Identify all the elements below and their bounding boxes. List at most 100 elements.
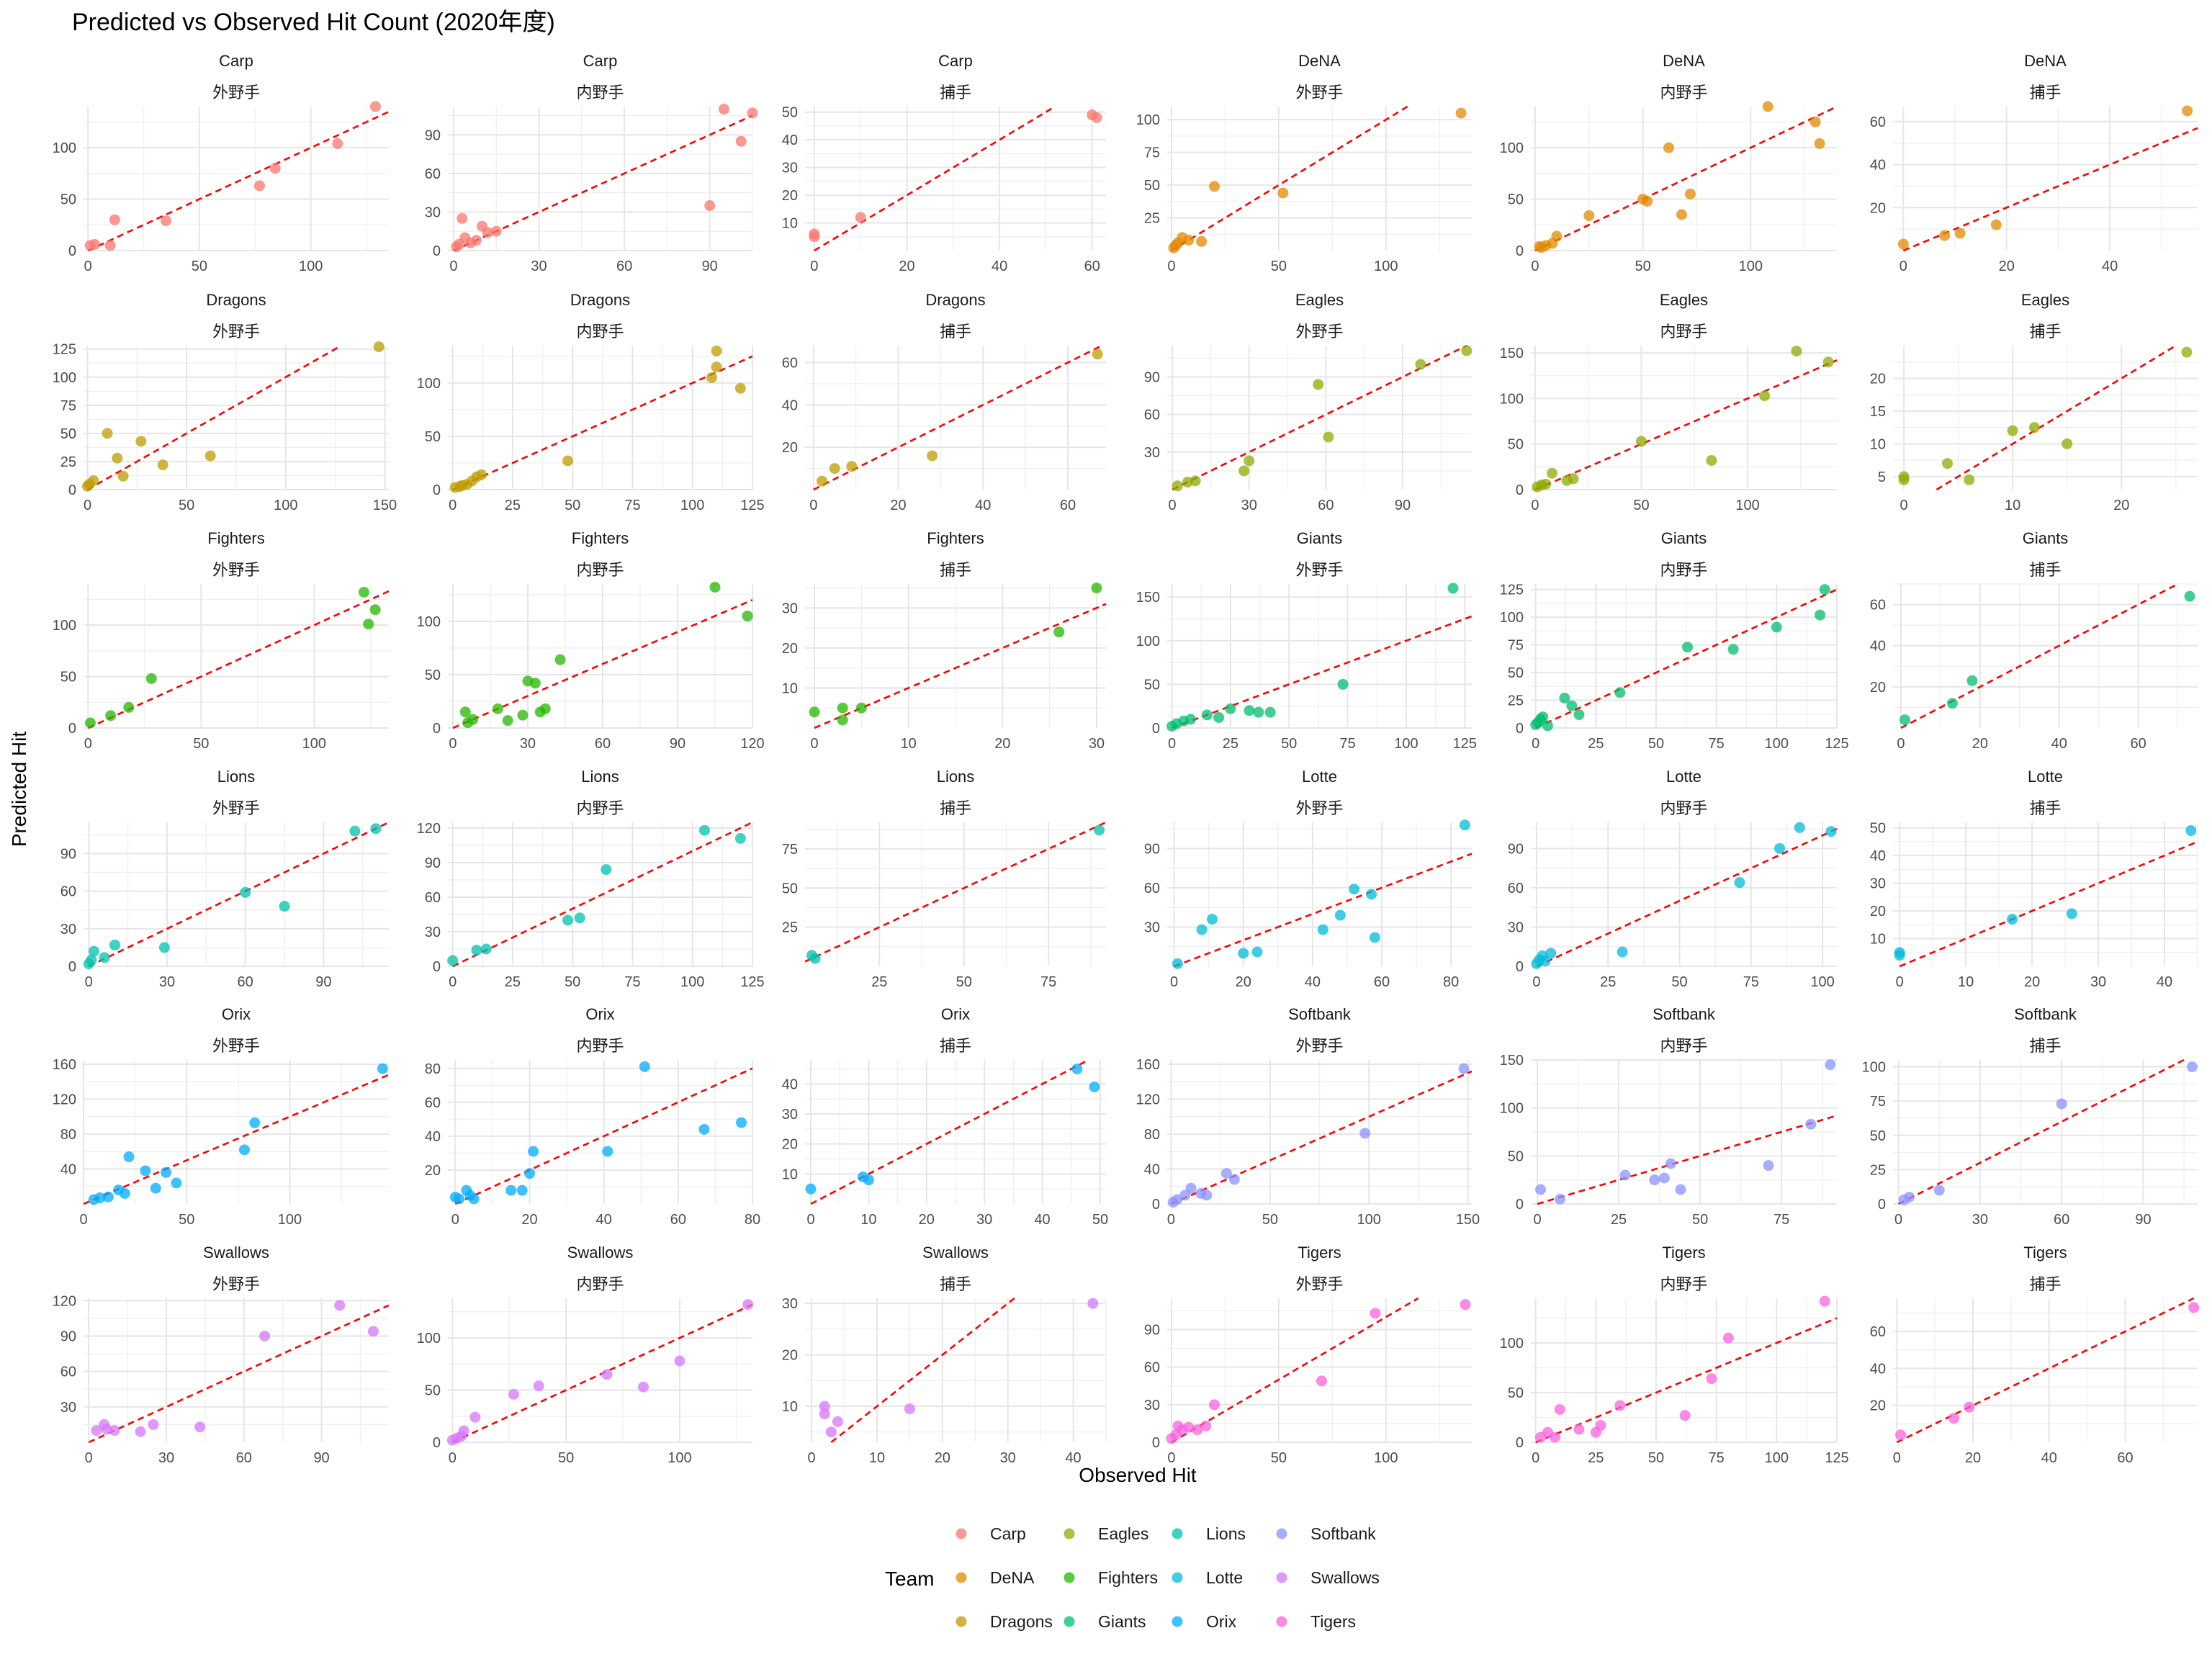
- facet-strip-position: 外野手: [1295, 799, 1343, 817]
- data-point: [171, 1177, 182, 1189]
- x-tick-label: 30: [2090, 974, 2106, 990]
- x-tick-label: 125: [1825, 1450, 1848, 1466]
- y-tick-label: 0: [1516, 721, 1524, 737]
- y-tick-label: 0: [1516, 482, 1524, 498]
- facet-strip-position: 外野手: [212, 84, 260, 102]
- facet-panel: Orix 外野手 0 50 100 40 80 120 160: [53, 1005, 390, 1228]
- facet-strip-team: Lions: [581, 768, 619, 786]
- x-tick-label: 50: [193, 736, 209, 752]
- facet-panel: Lotte 内野手 0 25 50 75 100 0 30 60 90: [1508, 768, 1838, 990]
- data-point: [102, 428, 113, 439]
- y-tick-label: 40: [60, 1162, 76, 1178]
- data-point: [709, 581, 721, 593]
- data-point: [1447, 583, 1459, 594]
- facet-strip-position: 外野手: [1295, 323, 1343, 341]
- x-tick-label: 60: [2130, 736, 2146, 752]
- data-point: [471, 235, 482, 246]
- data-point: [135, 436, 147, 447]
- x-tick-label: 25: [1588, 736, 1604, 752]
- x-tick-label: 20: [1999, 258, 2015, 274]
- y-tick-label: 40: [1870, 158, 1886, 174]
- x-tick-label: 50: [1648, 736, 1664, 752]
- data-point: [1819, 584, 1830, 595]
- data-point: [1540, 478, 1552, 490]
- y-tick-label: 120: [53, 1092, 76, 1108]
- x-tick-label: 0: [451, 1212, 459, 1228]
- data-point: [747, 107, 758, 119]
- facet-panel: DeNA 外野手 0 50 100 25 50 75 100: [1136, 52, 1472, 274]
- facet-strip-team: Giants: [1661, 529, 1707, 547]
- x-tick-label: 50: [565, 498, 580, 513]
- y-tick-label: 120: [1136, 1092, 1160, 1108]
- y-tick-label: 60: [425, 890, 441, 906]
- y-tick-label: 120: [417, 821, 441, 837]
- reference-line: [453, 114, 753, 252]
- x-tick-label: 0: [449, 736, 457, 752]
- x-tick-label: 100: [1765, 736, 1789, 752]
- facet-strip-position: 捕手: [940, 799, 971, 817]
- data-point: [1253, 706, 1264, 718]
- legend-label: DeNA: [990, 1568, 1035, 1587]
- x-tick-label: 100: [1374, 1450, 1398, 1466]
- y-tick-label: 75: [60, 398, 76, 414]
- data-point: [458, 1425, 469, 1437]
- data-point: [1554, 1403, 1565, 1415]
- data-point: [637, 1381, 649, 1393]
- y-tick-label: 30: [425, 204, 441, 220]
- facet-panel: Giants 内野手 0 25 50 75 100 125 0 25 50 75 100 125: [1500, 529, 1849, 752]
- data-point: [1759, 390, 1771, 402]
- data-point: [1547, 467, 1558, 479]
- reference-line: [83, 1074, 390, 1205]
- data-point: [161, 1166, 172, 1178]
- data-point: [1185, 1182, 1197, 1194]
- data-point: [332, 138, 343, 149]
- data-point: [1370, 1308, 1381, 1319]
- y-tick-label: 0: [1878, 1197, 1886, 1213]
- y-tick-label: 100: [1500, 391, 1524, 407]
- data-point: [2185, 825, 2197, 837]
- facet-strip-team: Tigers: [1662, 1244, 1705, 1262]
- data-point: [1791, 346, 1802, 357]
- data-point: [1251, 946, 1263, 958]
- x-tick-label: 100: [1739, 258, 1763, 274]
- data-point: [457, 212, 468, 224]
- data-point: [817, 475, 828, 487]
- reference-line: [1171, 1297, 1419, 1444]
- data-point: [1549, 1431, 1560, 1443]
- data-point: [119, 1187, 130, 1199]
- x-tick-label: 50: [1671, 974, 1687, 990]
- y-tick-label: 100: [1500, 1336, 1524, 1352]
- y-tick-label: 100: [1500, 140, 1524, 156]
- data-point: [1573, 709, 1585, 721]
- y-tick-label: 10: [782, 1166, 798, 1182]
- y-tick-label: 0: [433, 959, 441, 975]
- y-tick-label: 60: [425, 1095, 441, 1111]
- x-tick-label: 20: [890, 498, 906, 513]
- data-point: [601, 864, 612, 876]
- legend-label: Orix: [1206, 1612, 1237, 1631]
- data-point: [1053, 626, 1065, 638]
- data-point: [109, 939, 120, 950]
- facet-strip-position: 捕手: [940, 1037, 971, 1055]
- facet-strip-team: Lotte: [1302, 768, 1337, 786]
- data-point: [927, 450, 938, 462]
- x-tick-label: 10: [860, 1212, 876, 1228]
- legend-key: [956, 1528, 967, 1539]
- data-point: [706, 372, 717, 383]
- reference-line: [804, 821, 1107, 963]
- data-point: [523, 1168, 535, 1179]
- data-point: [490, 225, 502, 237]
- x-tick-label: 0: [811, 736, 819, 752]
- facet-panel: Lions 捕手 25 50 75 25 50 75: [782, 768, 1107, 990]
- legend-label: Eagles: [1098, 1524, 1148, 1543]
- data-point: [1822, 356, 1834, 368]
- facet-strip-position: 捕手: [2029, 1275, 2061, 1293]
- data-point: [825, 1426, 837, 1438]
- x-tick-label: 100: [1765, 1450, 1789, 1466]
- y-tick-label: 60: [1144, 881, 1160, 896]
- x-tick-label: 50: [1281, 736, 1297, 752]
- data-point: [492, 703, 503, 714]
- x-tick-label: 0: [449, 258, 457, 274]
- reference-line: [814, 105, 1056, 252]
- data-point: [863, 1174, 874, 1186]
